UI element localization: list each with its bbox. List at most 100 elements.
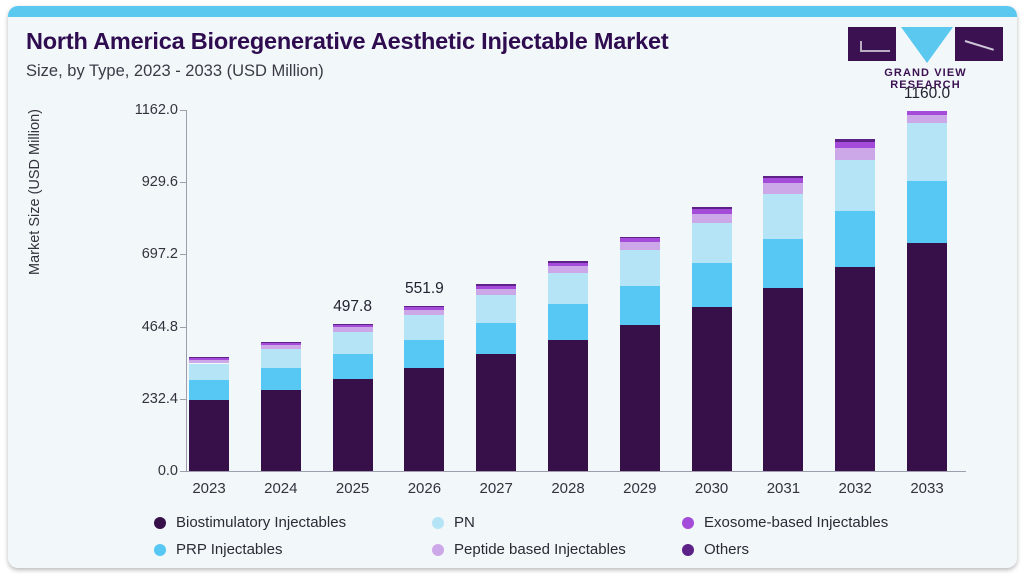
bar-segment[interactable] bbox=[619, 285, 660, 325]
bar-segment[interactable] bbox=[260, 348, 301, 368]
logo-marks bbox=[848, 27, 1003, 63]
y-axis-line bbox=[186, 110, 187, 472]
bar-segment[interactable] bbox=[548, 304, 588, 340]
bar-segment[interactable] bbox=[404, 315, 445, 340]
bar-segment[interactable] bbox=[907, 243, 947, 471]
bar-segment[interactable] bbox=[260, 367, 301, 390]
bar-column[interactable] bbox=[189, 110, 229, 471]
bar-segment[interactable] bbox=[548, 260, 588, 263]
bar-segment[interactable] bbox=[548, 273, 588, 305]
legend-item[interactable]: Peptide based Injectables bbox=[432, 541, 626, 558]
legend-item[interactable]: PN bbox=[432, 514, 475, 531]
bar-segment[interactable] bbox=[260, 341, 301, 343]
bar-segment[interactable] bbox=[691, 307, 732, 471]
bar-segment[interactable] bbox=[907, 114, 947, 124]
bar-segment[interactable] bbox=[907, 110, 947, 115]
bar-segment[interactable] bbox=[619, 250, 660, 286]
bar-segment[interactable] bbox=[404, 309, 445, 316]
legend-item[interactable]: Others bbox=[682, 541, 749, 558]
bar-segment[interactable] bbox=[189, 380, 229, 400]
bar-segment[interactable] bbox=[189, 358, 229, 360]
bar-segment[interactable] bbox=[404, 306, 445, 308]
bar-segment[interactable] bbox=[835, 211, 876, 267]
logo-wordmark: GRAND VIEW RESEARCH bbox=[884, 67, 967, 91]
bar-segment[interactable] bbox=[835, 148, 876, 161]
bar-column[interactable] bbox=[763, 110, 804, 471]
bar-segment[interactable] bbox=[835, 139, 876, 143]
legend-item[interactable]: Biostimulatory Injectables bbox=[154, 514, 346, 531]
y-axis-tick-mark bbox=[180, 110, 187, 111]
logo-v-triangle-icon bbox=[901, 27, 953, 63]
grand-view-research-logo: GRAND VIEW RESEARCH bbox=[848, 27, 1003, 91]
bar-segment[interactable] bbox=[907, 123, 947, 181]
bar-segment[interactable] bbox=[476, 288, 517, 296]
y-axis-tick-mark bbox=[180, 398, 187, 400]
y-axis-tick-label: 232.4 bbox=[141, 390, 178, 407]
bar-segment[interactable] bbox=[189, 399, 229, 471]
bar-segment[interactable] bbox=[691, 207, 732, 210]
bar-segment[interactable] bbox=[835, 266, 876, 471]
bar-segment[interactable] bbox=[189, 357, 229, 359]
bar-segment[interactable] bbox=[691, 223, 732, 264]
bar-segment[interactable] bbox=[835, 142, 876, 149]
bar-segment[interactable] bbox=[476, 353, 517, 471]
bar-column[interactable] bbox=[260, 110, 301, 471]
x-axis-tick-label: 2025 bbox=[335, 480, 370, 497]
bar-column[interactable] bbox=[691, 110, 732, 471]
bar-segment[interactable] bbox=[260, 342, 301, 345]
legend-color-swatch-icon bbox=[432, 516, 444, 529]
bar-segment[interactable] bbox=[332, 325, 373, 328]
bar-segment[interactable] bbox=[189, 359, 229, 364]
x-axis-tick-label: 2031 bbox=[766, 480, 801, 497]
bar-column[interactable] bbox=[907, 110, 947, 471]
bar-segment[interactable] bbox=[548, 339, 588, 471]
bar-segment[interactable] bbox=[476, 284, 517, 286]
bar-segment[interactable] bbox=[404, 367, 445, 471]
bar-segment[interactable] bbox=[763, 238, 804, 289]
bar-segment[interactable] bbox=[691, 263, 732, 308]
bar-segment[interactable] bbox=[189, 363, 229, 381]
bar-segment[interactable] bbox=[691, 213, 732, 224]
bar-segment[interactable] bbox=[476, 295, 517, 323]
x-axis-tick-label: 2028 bbox=[551, 480, 585, 497]
bar-segment[interactable] bbox=[907, 180, 947, 244]
bar-column[interactable] bbox=[619, 110, 660, 471]
bar-column[interactable] bbox=[332, 110, 373, 471]
chart-legend: Biostimulatory Injectables PN Exosome-base… bbox=[154, 514, 974, 568]
bar-segment[interactable] bbox=[763, 175, 804, 179]
bar-segment[interactable] bbox=[476, 322, 517, 354]
bar-segment[interactable] bbox=[763, 178, 804, 184]
legend-item[interactable]: PRP Injectables bbox=[154, 541, 282, 558]
legend-item[interactable]: Exosome-based Injectables bbox=[682, 514, 888, 531]
bar-segment[interactable] bbox=[835, 160, 876, 212]
bar-segment[interactable] bbox=[763, 288, 804, 471]
x-axis-tick-label: 2026 bbox=[407, 480, 442, 497]
bar-segment[interactable] bbox=[763, 193, 804, 239]
bar-segment[interactable] bbox=[404, 307, 445, 310]
bar-segment[interactable] bbox=[260, 389, 301, 471]
bar-segment[interactable] bbox=[548, 265, 588, 274]
logo-r-icon bbox=[955, 27, 1003, 61]
bar-segment[interactable] bbox=[691, 209, 732, 214]
bar-segment[interactable] bbox=[332, 324, 373, 326]
bar-column[interactable] bbox=[548, 110, 588, 471]
bar-segment[interactable] bbox=[404, 339, 445, 368]
bar-segment[interactable] bbox=[332, 378, 373, 471]
bar-segment[interactable] bbox=[619, 238, 660, 243]
bar-segment[interactable] bbox=[332, 354, 373, 379]
bar-segment[interactable] bbox=[619, 324, 660, 471]
bar-segment[interactable] bbox=[619, 242, 660, 251]
bar-segment[interactable] bbox=[332, 327, 373, 333]
bar-segment[interactable] bbox=[332, 332, 373, 355]
x-axis-tick-label: 2027 bbox=[479, 480, 513, 497]
bar-segment[interactable] bbox=[548, 262, 588, 266]
bar-column[interactable] bbox=[476, 110, 517, 471]
bar-segment[interactable] bbox=[763, 183, 804, 194]
y-axis-tick-mark bbox=[180, 326, 187, 328]
bar-column[interactable] bbox=[835, 110, 876, 471]
bar-segment[interactable] bbox=[619, 236, 660, 239]
bar-column[interactable] bbox=[404, 110, 445, 471]
bar-value-label: 497.8 bbox=[333, 298, 372, 316]
bar-segment[interactable] bbox=[476, 285, 517, 289]
bar-segment[interactable] bbox=[260, 344, 301, 349]
